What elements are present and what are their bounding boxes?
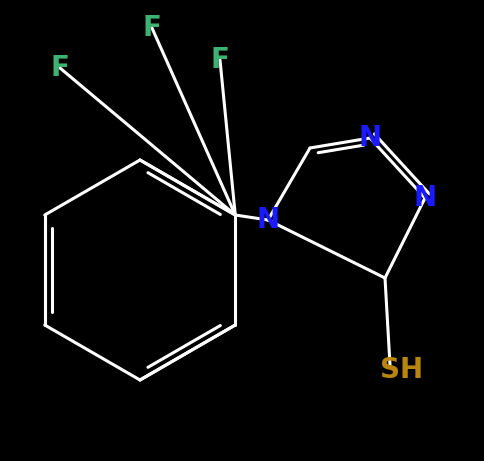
Text: F: F — [211, 46, 229, 74]
Text: N: N — [413, 184, 437, 212]
Text: F: F — [143, 14, 162, 42]
Text: SH: SH — [380, 356, 424, 384]
Text: F: F — [50, 54, 69, 82]
Text: N: N — [257, 206, 280, 234]
Text: N: N — [359, 124, 381, 152]
